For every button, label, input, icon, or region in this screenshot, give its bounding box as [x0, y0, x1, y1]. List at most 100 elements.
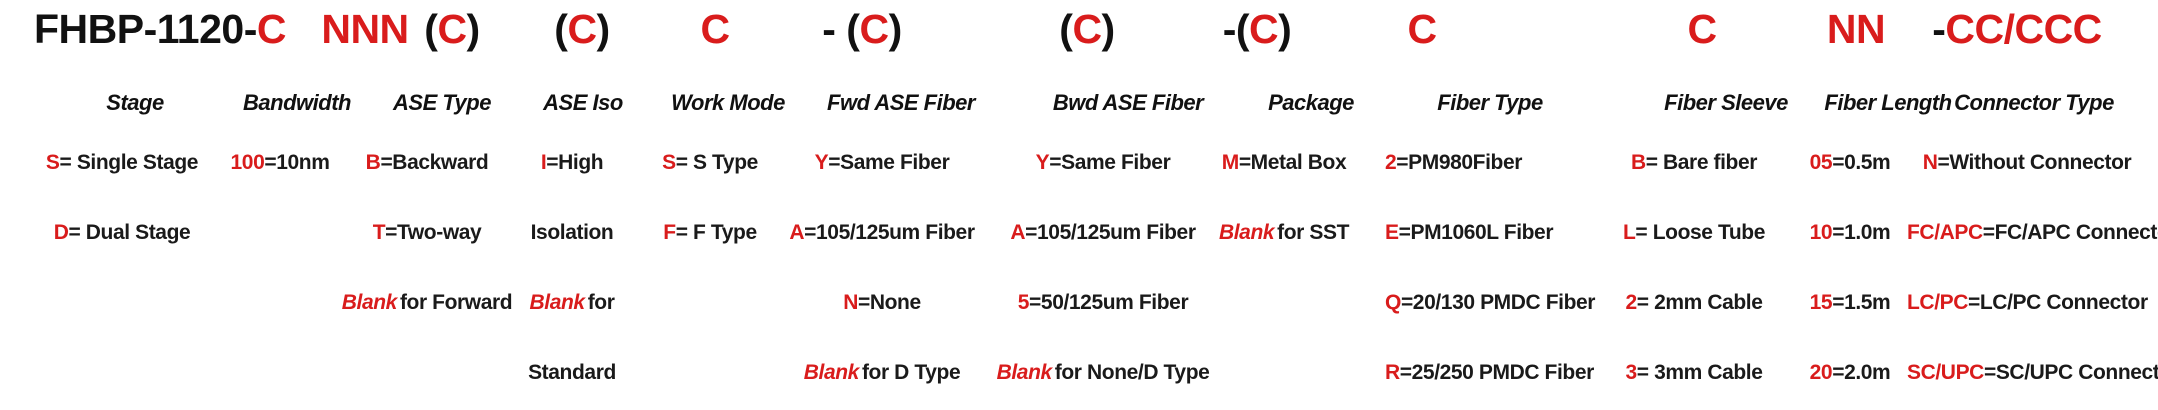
- option-row: 3= 3mm Cable: [1584, 360, 1804, 410]
- option-code: 10: [1809, 221, 1833, 244]
- code-segment-work-mode: C: [700, 6, 730, 52]
- option-label: = 3mm Cable: [1636, 361, 1763, 384]
- option-row: T=Two-way: [322, 220, 532, 290]
- option-label: =High: [546, 151, 604, 174]
- column-header-ase-type: ASE Type: [393, 90, 491, 115]
- option-row: Y=Same Fiber: [983, 150, 1223, 220]
- option-code: Y: [814, 151, 829, 174]
- option-code: E: [1385, 221, 1399, 244]
- option-row: N=None: [767, 290, 997, 360]
- option-code: A: [1010, 221, 1026, 244]
- code-segment-bandwidth: NNN: [321, 6, 409, 52]
- option-label: =1.0m: [1832, 221, 1891, 244]
- column-header-bwd-ase-fiber: Bwd ASE Fiber: [1052, 90, 1204, 115]
- option-label: = Dual Stage: [68, 221, 191, 244]
- option-code: N: [843, 291, 858, 314]
- option-row: Blank for SST: [1184, 220, 1384, 290]
- option-row: FC/APC=FC/APC Connector: [1907, 220, 2158, 290]
- option-row: 5=50/125um Fiber: [983, 290, 1223, 360]
- code-segment-stage: FHBP-1120-C: [34, 6, 286, 52]
- option-row: Standard: [482, 360, 662, 410]
- column-ase-type: ASE Type B=Backward T=Two-way Blank for F…: [322, 90, 532, 360]
- code-segment-fiber-type: C: [1407, 6, 1437, 52]
- option-code: B: [1630, 151, 1646, 174]
- column-header-bandwidth: Bandwidth: [243, 90, 351, 115]
- column-ase-iso: ASE Iso I=High Isolation Blank for Standa…: [482, 90, 662, 410]
- code-segment-fwd-ase-fiber: - (C): [822, 6, 902, 52]
- column-fiber-length: Fiber Length 05=0.5m 10=1.0m 15=1.5m 20=…: [1770, 90, 1952, 410]
- option-code: SC/UPC: [1907, 361, 1984, 384]
- option-code: M: [1221, 151, 1239, 174]
- column-header-package: Package: [1268, 90, 1354, 115]
- option-row: M=Metal Box: [1184, 150, 1384, 220]
- option-row: B= Bare fiber: [1584, 150, 1804, 220]
- option-code: T: [372, 221, 386, 244]
- option-row: Isolation: [482, 220, 662, 290]
- option-row: Blank for D Type: [767, 360, 997, 410]
- option-row: Blank for None/D Type: [983, 360, 1223, 410]
- option-label: = Bare fiber: [1645, 151, 1758, 174]
- option-code: F: [663, 221, 676, 244]
- option-label: =2.0m: [1832, 361, 1891, 384]
- option-label: Isolation: [530, 221, 614, 244]
- option-code: A: [789, 221, 805, 244]
- option-label: Standard: [528, 361, 616, 384]
- option-label: =Without Connector: [1937, 151, 2132, 174]
- part-number-code: FHBP-1120-C NNN (C) (C) C - (C) (C) -(C)…: [0, 0, 2158, 60]
- option-row: 10=1.0m: [1770, 220, 1930, 290]
- option-label: for SST: [1277, 221, 1350, 244]
- option-code: Blank: [996, 361, 1053, 384]
- option-code: 5: [1017, 291, 1030, 314]
- option-label: =PM980Fiber: [1396, 151, 1523, 174]
- column-header-stage: Stage: [106, 90, 164, 115]
- option-row: 20=2.0m: [1770, 360, 1930, 410]
- option-label: =FC/APC Connector: [1982, 221, 2158, 244]
- option-row: Q=20/130 PMDC Fiber: [1385, 290, 1595, 360]
- option-row: SC/UPC=SC/UPC Connector: [1907, 360, 2158, 410]
- option-label: =50/125um Fiber: [1029, 291, 1189, 314]
- option-row: S= Single Stage: [12, 150, 232, 220]
- option-label: for Forward: [399, 291, 513, 314]
- option-row: Y=Same Fiber: [767, 150, 997, 220]
- code-segment-fiber-length: NN: [1826, 6, 1886, 52]
- column-header-work-mode: Work Mode: [671, 90, 785, 115]
- option-code: I: [540, 151, 547, 174]
- option-code: 2: [1385, 151, 1397, 174]
- column-work-mode: Work Mode S= S Type F= F Type: [620, 90, 800, 290]
- option-row: LC/PC=LC/PC Connector: [1907, 290, 2148, 360]
- option-label: =105/125um Fiber: [804, 221, 975, 244]
- column-header-fiber-sleeve: Fiber Sleeve: [1664, 90, 1788, 115]
- option-row: 15=1.5m: [1770, 290, 1930, 360]
- column-connector-type: Connector Type N=Without Connector FC/AP…: [1907, 90, 2158, 410]
- column-stage: Stage S= Single Stage D= Dual Stage: [12, 90, 232, 290]
- option-code: 100: [230, 151, 265, 174]
- option-row: R=25/250 PMDC Fiber: [1385, 360, 1595, 410]
- option-row: D= Dual Stage: [12, 220, 232, 290]
- option-code: 2: [1625, 291, 1637, 314]
- option-label: for: [587, 291, 615, 314]
- column-header-fwd-ase-fiber: Fwd ASE Fiber: [827, 90, 975, 115]
- option-row: B=Backward: [322, 150, 532, 220]
- column-package: Package M=Metal Box Blank for SST: [1184, 90, 1384, 290]
- option-label: = Loose Tube: [1635, 221, 1765, 244]
- option-label: =LC/PC Connector: [1968, 291, 2148, 314]
- option-code: 15: [1809, 291, 1833, 314]
- option-row: S= S Type: [620, 150, 800, 220]
- option-label: for None/D Type: [1054, 361, 1210, 384]
- option-row: A=105/125um Fiber: [767, 220, 997, 290]
- option-code: Blank: [341, 291, 398, 314]
- option-code: Blank: [803, 361, 860, 384]
- option-label: =1.5m: [1832, 291, 1891, 314]
- column-bwd-ase-fiber: Bwd ASE Fiber Y=Same Fiber A=105/125um F…: [983, 90, 1223, 410]
- option-code: B: [365, 151, 381, 174]
- option-label: = Single Stage: [59, 151, 199, 174]
- option-code: R: [1385, 361, 1400, 384]
- option-code: L: [1622, 221, 1636, 244]
- option-row: F= F Type: [620, 220, 800, 290]
- option-label: =None: [858, 291, 921, 314]
- option-code: Q: [1385, 291, 1401, 314]
- option-label: =SC/UPC Connector: [1983, 361, 2158, 384]
- code-segment-ase-iso: (C): [554, 6, 610, 52]
- option-row: Blank for Forward: [322, 290, 532, 360]
- column-header-ase-iso: ASE Iso: [543, 90, 623, 115]
